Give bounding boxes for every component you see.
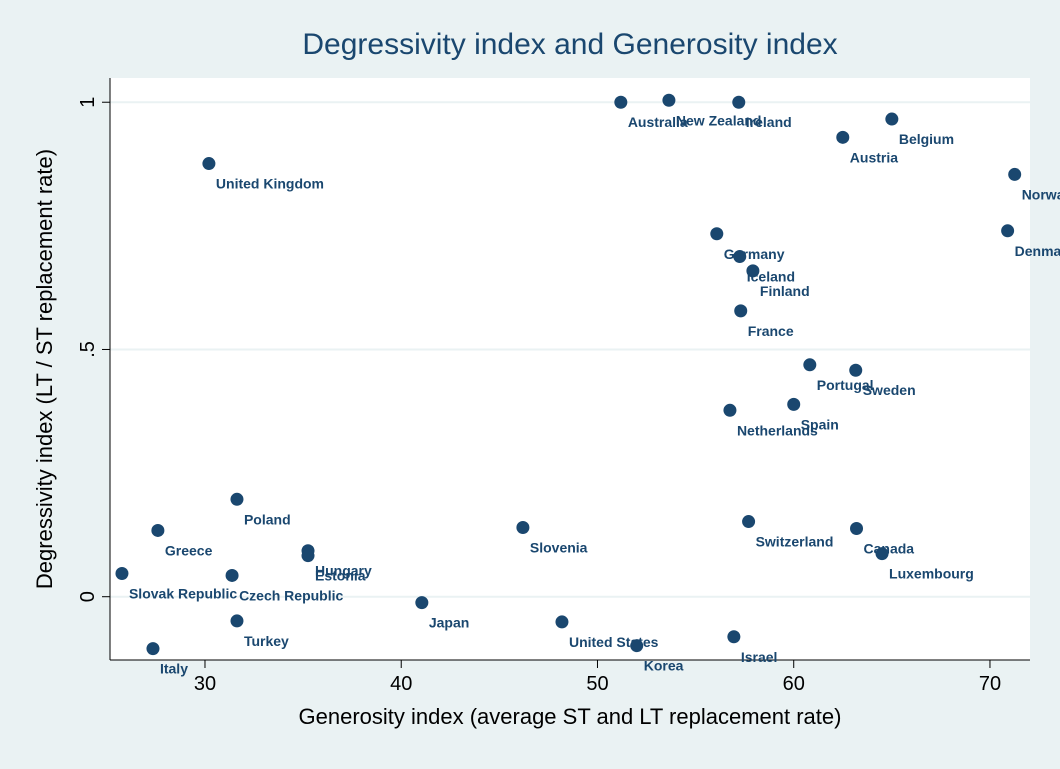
point: [555, 615, 569, 629]
point: [301, 549, 315, 563]
point-label: Finland: [760, 283, 810, 299]
point-label: Ireland: [746, 114, 792, 130]
point: [885, 112, 899, 126]
point-label: Czech Republic: [239, 587, 343, 603]
point-label: Austria: [850, 149, 898, 165]
point-label: Poland: [244, 511, 291, 527]
chart-title: Degressivity index and Generosity index: [302, 28, 837, 61]
point-label: Spain: [801, 416, 839, 432]
point-label: Portugal: [817, 377, 874, 393]
x-tick-label: 30: [194, 673, 216, 695]
point-label: Slovak Republic: [129, 585, 237, 601]
point: [742, 515, 756, 529]
point-label: Estonia: [315, 568, 366, 584]
point: [146, 642, 160, 656]
point: [723, 403, 737, 417]
point-label: France: [748, 323, 794, 339]
y-tick-label: 0: [77, 591, 99, 602]
point: [151, 523, 165, 537]
point: [850, 521, 864, 535]
point-label: Israel: [741, 649, 778, 665]
x-axis-title: Generosity index (average ST and LT repl…: [299, 704, 842, 729]
point-label: Norway: [1022, 186, 1060, 202]
point: [1001, 224, 1015, 238]
point: [733, 250, 747, 264]
point-label: Greece: [165, 542, 213, 558]
point: [734, 304, 748, 318]
point: [225, 568, 239, 582]
point-label: Belgium: [899, 131, 954, 147]
point-label: Hungary: [315, 563, 372, 579]
point: [732, 95, 746, 109]
point-label: Italy: [160, 661, 188, 677]
point-label: Canada: [864, 540, 915, 556]
point-label: Australia: [628, 114, 688, 130]
point: [710, 227, 724, 241]
point: [875, 547, 889, 561]
point: [516, 520, 530, 534]
point-label: Denmark: [1015, 243, 1060, 259]
x-tick-label: 70: [979, 673, 1001, 695]
x-tick-label: 60: [783, 673, 805, 695]
point-label: Sweden: [863, 382, 916, 398]
point: [727, 630, 741, 644]
point-label: New Zealand: [676, 112, 762, 128]
point: [415, 596, 429, 610]
point: [803, 358, 817, 372]
point-label: United Kingdom: [216, 176, 324, 192]
point-label: Germany: [724, 246, 785, 262]
plot-area: [110, 78, 1030, 660]
point-label: Netherlands: [737, 422, 818, 438]
point: [202, 157, 216, 171]
point: [230, 492, 244, 506]
y-tick-label: 1: [77, 97, 99, 108]
point: [614, 95, 628, 109]
point-label: Switzerland: [756, 534, 834, 550]
point: [230, 614, 244, 628]
point: [746, 264, 760, 278]
x-tick-label: 40: [390, 673, 412, 695]
y-tick-label: .5: [77, 341, 99, 358]
point-label: Luxembourg: [889, 566, 974, 582]
point-label: United States: [569, 634, 659, 650]
point: [630, 639, 644, 653]
point: [1008, 167, 1022, 181]
point-label: Japan: [429, 615, 469, 631]
point: [662, 93, 676, 107]
x-tick-label: 50: [586, 673, 608, 695]
point-label: Slovenia: [530, 539, 588, 555]
point: [849, 363, 863, 377]
point: [115, 566, 129, 580]
y-axis-title: Degressivity index (LT / ST replacement …: [32, 149, 57, 589]
point-label: Korea: [644, 658, 684, 674]
point-label: Turkey: [244, 633, 289, 649]
point: [787, 397, 801, 411]
point: [836, 130, 850, 144]
